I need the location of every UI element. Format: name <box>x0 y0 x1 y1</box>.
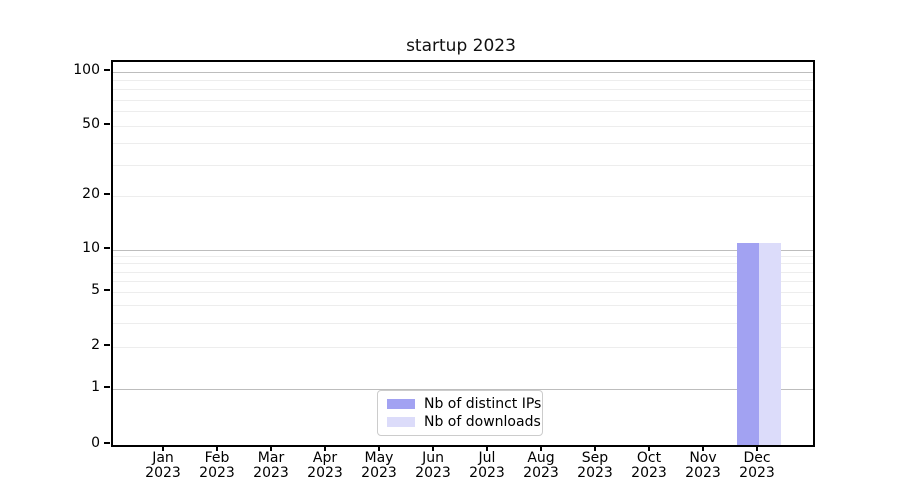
y-tick-label: 0 <box>91 435 100 451</box>
x-tick-label: Feb 2023 <box>199 450 235 481</box>
x-tick-label: Dec 2023 <box>739 450 775 481</box>
x-tick-mark <box>432 445 434 451</box>
legend-swatch-distinct-ips <box>387 399 415 409</box>
y-tick-label: 100 <box>73 62 100 78</box>
x-tick-mark <box>540 445 542 451</box>
x-tick-label: Jan 2023 <box>145 450 181 481</box>
legend-label-downloads: Nb of downloads <box>424 414 541 430</box>
x-tick-mark <box>648 445 650 451</box>
x-tick-mark <box>756 445 758 451</box>
x-tick-mark <box>162 445 164 451</box>
y-tick-mark <box>104 122 110 125</box>
x-tick-label: Aug 2023 <box>523 450 559 481</box>
x-tick-label: Jun 2023 <box>415 450 451 481</box>
gridline-minor <box>113 322 813 324</box>
legend-label-distinct-ips: Nb of distinct IPs <box>424 396 542 412</box>
y-tick-label: 1 <box>91 379 100 395</box>
gridline-minor <box>113 165 813 167</box>
y-tick-mark <box>104 288 110 291</box>
gridline-major <box>113 72 813 73</box>
bar-downloads <box>759 242 781 445</box>
legend-swatch-downloads <box>387 417 415 427</box>
y-tick-mark <box>104 247 110 249</box>
legend-entry-distinct-ips: Nb of distinct IPs <box>387 396 541 412</box>
x-tick-mark <box>324 445 326 451</box>
gridline-minor <box>113 142 813 144</box>
y-tick-label: 10 <box>82 240 100 256</box>
x-tick-label: Nov 2023 <box>685 450 721 481</box>
x-tick-mark <box>594 445 596 451</box>
gridline-minor <box>113 291 813 293</box>
gridline-minor <box>113 99 813 101</box>
y-tick-label: 2 <box>91 337 100 354</box>
y-tick-mark <box>104 69 110 71</box>
y-tick-mark <box>104 442 110 444</box>
gridline-major <box>113 389 813 390</box>
gridline-minor <box>113 280 813 282</box>
x-tick-mark <box>216 445 218 451</box>
legend-entry-downloads: Nb of downloads <box>387 414 541 430</box>
gridline-minor <box>113 347 813 349</box>
gridline-minor <box>113 125 813 127</box>
x-tick-label: Sep 2023 <box>577 450 613 481</box>
x-tick-label: Oct 2023 <box>631 450 667 481</box>
x-tick-label: May 2023 <box>361 450 397 481</box>
gridline-minor <box>113 89 813 91</box>
x-tick-label: Jul 2023 <box>469 450 505 481</box>
legend: Nb of distinct IPs Nb of downloads <box>377 390 543 436</box>
x-tick-mark <box>378 445 380 451</box>
y-tick-mark <box>104 193 110 196</box>
x-tick-label: Apr 2023 <box>307 450 343 481</box>
gridline-minor <box>113 256 813 258</box>
y-tick-mark <box>104 386 110 388</box>
gridline-minor <box>113 305 813 307</box>
gridline-minor <box>113 196 813 198</box>
y-tick-label: 5 <box>91 281 100 298</box>
y-tick-mark <box>104 344 110 347</box>
x-tick-mark <box>270 445 272 451</box>
gridline-minor <box>113 111 813 113</box>
gridline-minor <box>113 80 813 82</box>
y-tick-label: 50 <box>82 115 100 132</box>
bar-distinct-ips <box>737 242 759 445</box>
x-tick-mark <box>486 445 488 451</box>
gridline-minor <box>113 263 813 265</box>
y-tick-label: 20 <box>82 186 100 203</box>
plot-area <box>111 60 815 447</box>
x-tick-label: Mar 2023 <box>253 450 289 481</box>
gridline-minor <box>113 271 813 273</box>
chart-title: startup 2023 <box>406 36 516 56</box>
gridline-major <box>113 250 813 251</box>
x-tick-mark <box>702 445 704 451</box>
